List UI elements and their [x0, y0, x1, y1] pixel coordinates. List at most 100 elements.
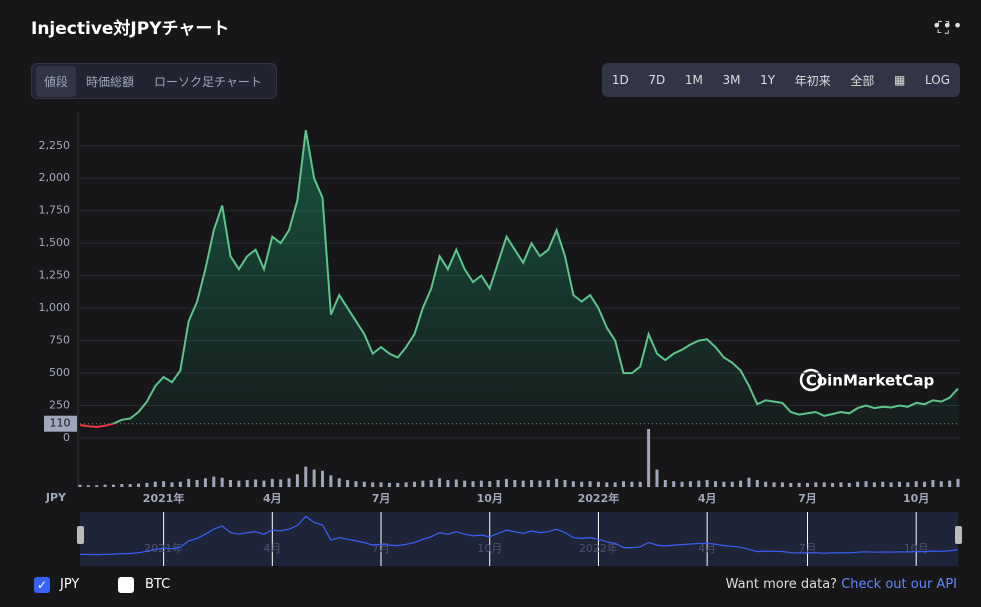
- volume-bar: [329, 475, 333, 487]
- range-group: 1D 7D 1M 3M 1Y 年初来 全部 ▦ LOG: [602, 63, 960, 97]
- legend-entry: BTC: [145, 577, 171, 592]
- volume-bar: [203, 478, 207, 487]
- volume-bar: [128, 484, 132, 487]
- volume-bar: [488, 481, 492, 487]
- x-tick-label: 4月: [263, 492, 282, 505]
- range[interactable]: 1M: [684, 73, 703, 87]
- volume-bar: [705, 480, 709, 487]
- volume-bar: [513, 480, 517, 487]
- volume-bar: [304, 466, 308, 487]
- volume-bar: [379, 482, 383, 487]
- volume-bar: [170, 482, 174, 487]
- navigator-label: 7月: [798, 542, 816, 555]
- volume-bar: [739, 480, 743, 487]
- navigator-line: [79, 515, 959, 556]
- volume-bar: [588, 481, 592, 487]
- volume-bar: [496, 480, 500, 487]
- volume-bar: [95, 485, 99, 487]
- volume-bar: [613, 482, 617, 487]
- range[interactable]: 7D: [648, 73, 666, 87]
- volume-bar: [438, 478, 442, 487]
- range[interactable]: 3M: [722, 73, 741, 87]
- legend-entry: JPY: [60, 577, 80, 592]
- volume-bar: [546, 480, 550, 487]
- y-tick-label: 1,750: [39, 204, 71, 217]
- volume-bar: [655, 469, 659, 487]
- volume-bar: [822, 482, 826, 487]
- volume-bar: [906, 482, 910, 487]
- navigator-handle[interactable]: [77, 526, 84, 544]
- x-tick-label: 10月: [903, 492, 929, 505]
- volume-bar: [137, 483, 141, 487]
- volume-bar: [814, 482, 818, 487]
- price-line: [109, 130, 959, 424]
- volume-bar: [295, 474, 299, 487]
- x-tick-label: 10月: [477, 492, 503, 505]
- volume-bar: [396, 482, 400, 487]
- checkbox-checked[interactable]: ✓: [34, 577, 50, 593]
- calendar-icon[interactable]: ▦: [894, 73, 906, 87]
- volume-bar: [279, 479, 283, 487]
- title: Injective対JPYチャート: [31, 19, 230, 39]
- volume-bar: [647, 429, 651, 487]
- volume-bar: [571, 481, 575, 487]
- checkbox[interactable]: [118, 577, 134, 593]
- volume-bar: [538, 480, 542, 487]
- volume-bar: [956, 478, 960, 487]
- api-link[interactable]: Check out our API: [841, 577, 957, 592]
- volume-bar: [856, 481, 860, 487]
- watermark: CoinMarketCap: [806, 372, 935, 390]
- range[interactable]: 1D: [611, 73, 629, 87]
- range[interactable]: 全部: [850, 73, 875, 88]
- tab-group: 値段 時価総額 ローソク足チャート: [31, 63, 277, 99]
- tab[interactable]: ローソク足チャート: [154, 74, 262, 89]
- volume-bar: [530, 480, 534, 487]
- volume-bar: [831, 482, 835, 487]
- volume-bar: [780, 482, 784, 487]
- volume-bar: [730, 481, 734, 487]
- volume-bar: [697, 480, 701, 487]
- reference-box: [44, 415, 77, 432]
- volume-bar: [371, 482, 375, 487]
- volume-bar: [111, 484, 115, 487]
- area: [113, 130, 958, 424]
- volume-bar: [287, 478, 291, 487]
- y-tick-label: 250: [49, 399, 70, 412]
- fullscreen-icon[interactable]: ⛶: [937, 18, 949, 37]
- volume-bar: [948, 480, 952, 487]
- volume-bar: [939, 481, 943, 487]
- navigator-handle[interactable]: [955, 526, 962, 544]
- navigator-label: 2022年: [579, 541, 618, 555]
- volume-bar: [162, 481, 166, 487]
- volume-bar: [412, 481, 416, 487]
- x-tick-label: 4月: [698, 492, 717, 505]
- volume-bar: [847, 482, 851, 487]
- volume-bar: [312, 469, 316, 487]
- tab[interactable]: 時価総額: [86, 74, 135, 89]
- volume-bar: [688, 481, 692, 487]
- volume-bar: [212, 476, 216, 487]
- tab[interactable]: 値段: [36, 65, 77, 97]
- volume-bar: [463, 480, 467, 487]
- volume-bar: [270, 478, 274, 487]
- volume-bar: [421, 480, 425, 487]
- volume-bar: [622, 481, 626, 487]
- volume-bar: [555, 478, 559, 487]
- volume-bar: [429, 480, 433, 487]
- reference-label: 110: [50, 417, 71, 430]
- volume-bar: [772, 482, 776, 487]
- volume-bar: [805, 482, 809, 487]
- volume-bar: [663, 480, 667, 487]
- range[interactable]: 年初来: [794, 73, 831, 88]
- volume-bar: [78, 484, 82, 487]
- volume-bar: [178, 481, 182, 487]
- volume-bar: [229, 480, 233, 487]
- volume-bar: [580, 481, 584, 487]
- range[interactable]: 1Y: [760, 73, 776, 87]
- volume-bar: [923, 481, 927, 487]
- volume-bar: [521, 480, 525, 487]
- more-icon[interactable]: •••: [932, 16, 964, 35]
- range[interactable]: LOG: [925, 73, 951, 87]
- footer: Want more data? Check out our API: [726, 577, 957, 592]
